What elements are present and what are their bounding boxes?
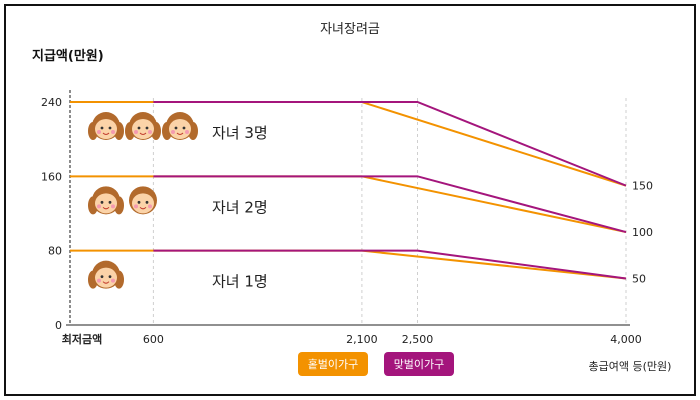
y-tick-label: 80 [48, 245, 62, 258]
girl-face-icon [162, 112, 198, 140]
y-tick-label: 0 [55, 319, 62, 332]
right-value-label: 150 [632, 180, 653, 193]
y-tick-label: 240 [41, 96, 62, 109]
x-tick-label: 2,500 [402, 333, 434, 346]
x-tick-label: 2,100 [346, 333, 378, 346]
children-count-label: 자녀 1명 [212, 273, 268, 291]
right-value-label: 100 [632, 226, 653, 239]
girl-face-icon [88, 186, 124, 215]
chart-title: 자녀장려금 [320, 22, 380, 37]
girl-face-icon [88, 112, 124, 140]
children-count-label: 자녀 2명 [212, 198, 268, 216]
right-value-label: 50 [632, 273, 646, 286]
x-tick-label: 4,000 [610, 333, 642, 346]
girl-face-icon [125, 112, 161, 140]
children-count-label: 자녀 3명 [212, 124, 268, 142]
legend-label: 맞벌이가구 [394, 358, 445, 371]
series-line [153, 101, 627, 187]
y-tick-label: 160 [41, 170, 62, 183]
series-line [153, 175, 627, 234]
girl-face-icon [88, 260, 124, 289]
legend-swatch [298, 352, 368, 376]
series-line [153, 249, 627, 280]
legend-label: 홑벌이가구 [308, 358, 359, 371]
x-tick-label: 최저금액 [62, 332, 102, 346]
series-line [70, 101, 627, 187]
boy-face-icon [129, 186, 157, 215]
y-axis-label: 지급액(만원) [32, 48, 104, 64]
legend-swatch [384, 352, 454, 376]
x-tick-label: 600 [143, 333, 164, 346]
x-axis-label: 총급여액 등(만원) [589, 360, 672, 373]
